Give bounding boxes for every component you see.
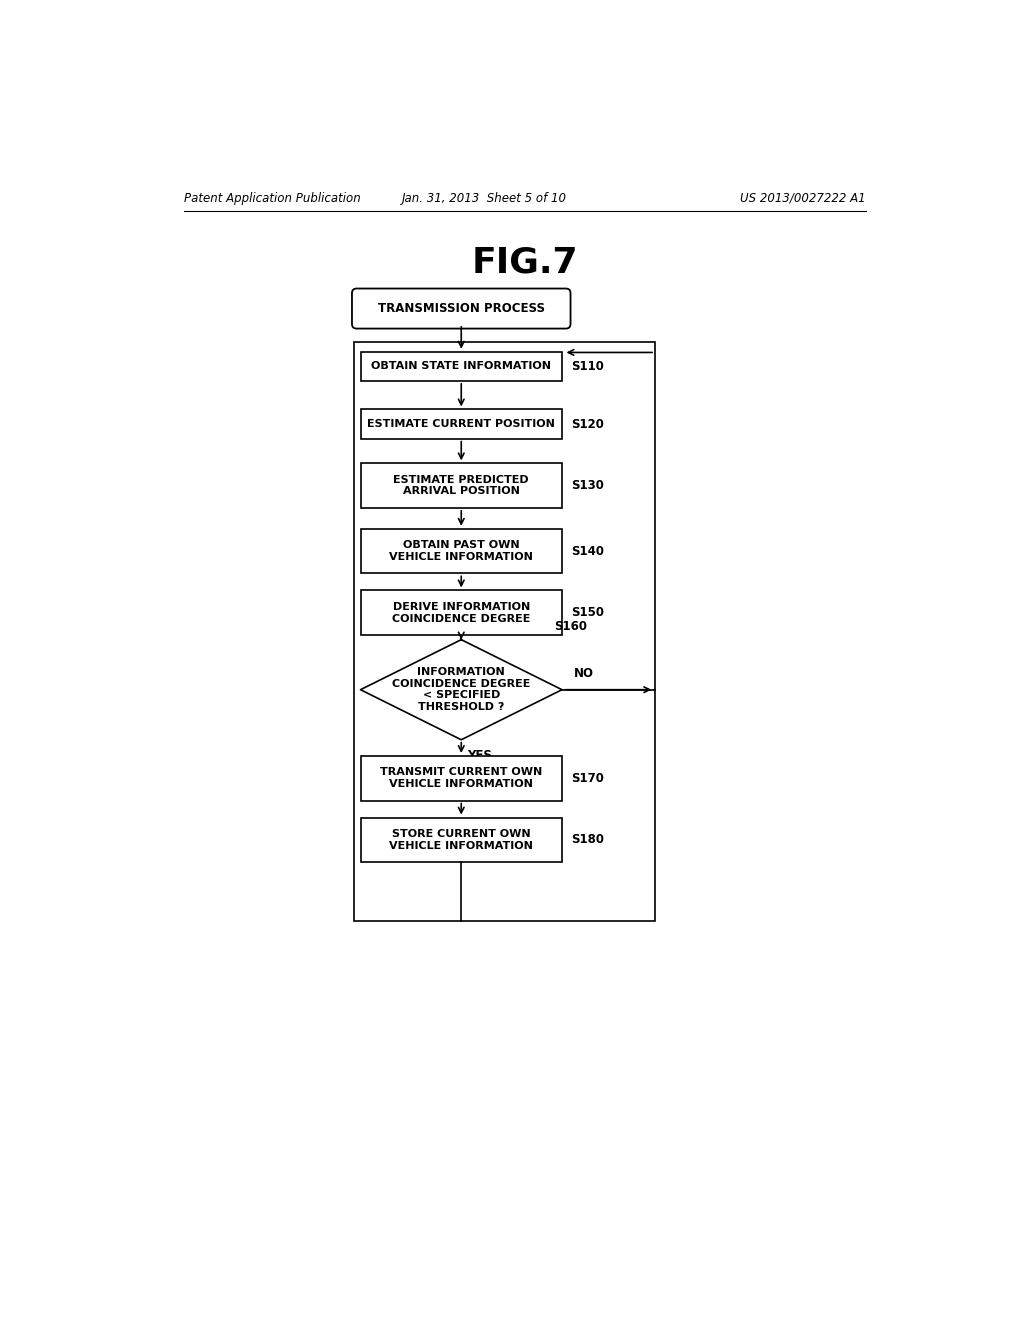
Text: S130: S130 <box>571 479 604 492</box>
Text: YES: YES <box>467 748 493 762</box>
Text: DERIVE INFORMATION
COINCIDENCE DEGREE: DERIVE INFORMATION COINCIDENCE DEGREE <box>392 602 530 623</box>
Text: S150: S150 <box>571 606 604 619</box>
Text: TRANSMIT CURRENT OWN
VEHICLE INFORMATION: TRANSMIT CURRENT OWN VEHICLE INFORMATION <box>380 767 543 789</box>
Text: S140: S140 <box>571 545 604 557</box>
Text: STORE CURRENT OWN
VEHICLE INFORMATION: STORE CURRENT OWN VEHICLE INFORMATION <box>389 829 534 850</box>
Text: ESTIMATE PREDICTED
ARRIVAL POSITION: ESTIMATE PREDICTED ARRIVAL POSITION <box>393 475 529 496</box>
Bar <box>360 590 562 635</box>
Text: Jan. 31, 2013  Sheet 5 of 10: Jan. 31, 2013 Sheet 5 of 10 <box>402 191 567 205</box>
Text: TRANSMISSION PROCESS: TRANSMISSION PROCESS <box>378 302 545 315</box>
Text: S120: S120 <box>571 417 604 430</box>
Bar <box>360 409 562 438</box>
Text: INFORMATION
COINCIDENCE DEGREE
< SPECIFIED
THRESHOLD ?: INFORMATION COINCIDENCE DEGREE < SPECIFI… <box>392 668 530 711</box>
Text: S160: S160 <box>554 620 587 634</box>
FancyBboxPatch shape <box>352 289 570 329</box>
Bar <box>360 351 562 381</box>
Text: Patent Application Publication: Patent Application Publication <box>183 191 360 205</box>
Text: US 2013/0027222 A1: US 2013/0027222 A1 <box>740 191 866 205</box>
Text: ESTIMATE CURRENT POSITION: ESTIMATE CURRENT POSITION <box>368 418 555 429</box>
Bar <box>360 529 562 573</box>
Text: NO: NO <box>573 668 594 681</box>
Text: OBTAIN STATE INFORMATION: OBTAIN STATE INFORMATION <box>372 362 551 371</box>
Text: OBTAIN PAST OWN
VEHICLE INFORMATION: OBTAIN PAST OWN VEHICLE INFORMATION <box>389 540 534 562</box>
Text: S180: S180 <box>571 833 604 846</box>
Bar <box>360 817 562 862</box>
Bar <box>360 463 562 508</box>
Text: S170: S170 <box>571 772 604 785</box>
Bar <box>360 756 562 800</box>
Text: S110: S110 <box>571 360 604 372</box>
Polygon shape <box>360 640 562 739</box>
Bar <box>354 342 655 921</box>
Text: FIG.7: FIG.7 <box>471 246 579 280</box>
